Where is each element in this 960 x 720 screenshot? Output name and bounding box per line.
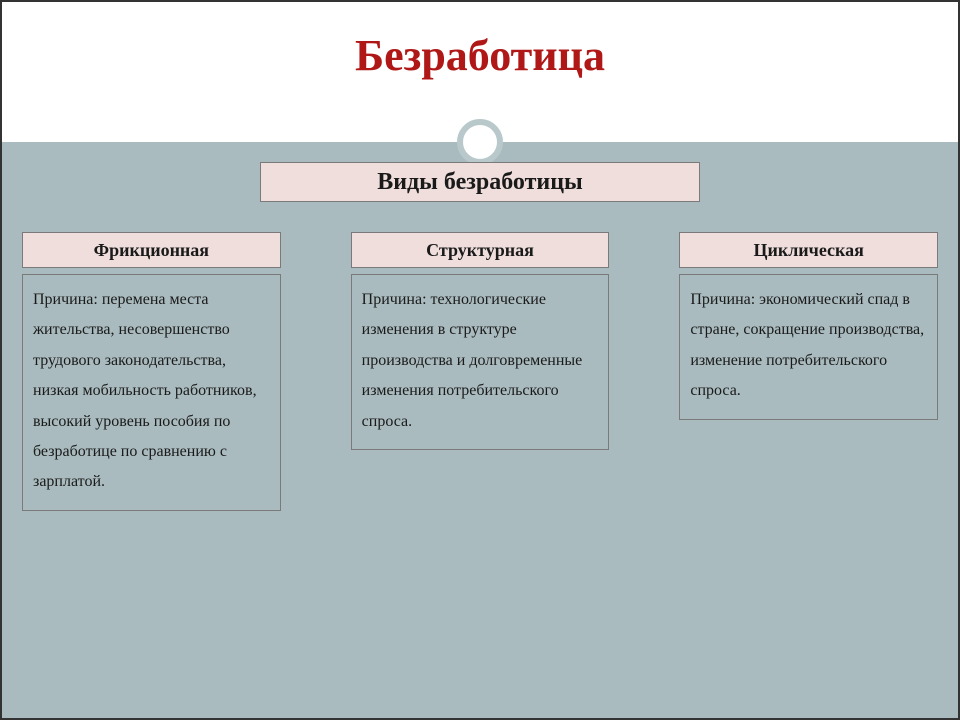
column-frictional: Фрикционная Причина: перемена места жите… [22, 232, 281, 511]
column-body: Причина: технологические изменения в стр… [351, 274, 610, 450]
column-body: Причина: перемена места жительства, несо… [22, 274, 281, 511]
columns-container: Фрикционная Причина: перемена места жите… [22, 232, 938, 511]
main-title: Безработица [2, 30, 958, 81]
subtitle-box: Виды безработицы [260, 162, 700, 202]
column-structural: Структурная Причина: технологические изм… [351, 232, 610, 511]
column-body: Причина: экономический спад в стране, со… [679, 274, 938, 420]
column-header: Циклическая [679, 232, 938, 268]
column-header: Фрикционная [22, 232, 281, 268]
circle-ornament-icon [457, 119, 503, 165]
column-header: Структурная [351, 232, 610, 268]
column-cyclical: Циклическая Причина: экономический спад … [679, 232, 938, 511]
subtitle-text: Виды безработицы [377, 169, 583, 196]
